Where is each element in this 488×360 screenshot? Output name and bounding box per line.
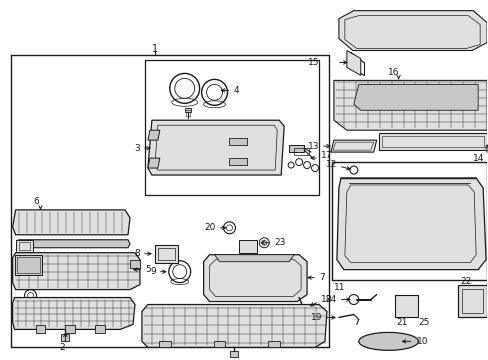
Polygon shape	[229, 158, 247, 165]
Text: 24: 24	[325, 295, 336, 304]
Text: 5: 5	[144, 265, 150, 274]
Polygon shape	[346, 50, 360, 75]
Text: 17: 17	[320, 150, 332, 159]
Text: 15: 15	[307, 58, 318, 67]
Text: 8: 8	[134, 249, 140, 258]
Polygon shape	[239, 240, 257, 253]
Polygon shape	[203, 255, 306, 302]
Polygon shape	[268, 341, 280, 347]
Polygon shape	[17, 240, 130, 248]
Polygon shape	[330, 140, 376, 152]
Polygon shape	[95, 325, 105, 333]
Text: 25: 25	[418, 318, 429, 327]
Text: 13: 13	[307, 141, 318, 150]
Text: 22: 22	[459, 277, 470, 286]
Text: 9: 9	[150, 267, 156, 276]
Polygon shape	[142, 305, 326, 347]
Polygon shape	[15, 255, 42, 275]
Text: 23: 23	[274, 238, 285, 247]
Polygon shape	[13, 298, 135, 329]
Text: 10: 10	[416, 337, 427, 346]
Text: 18: 18	[320, 295, 332, 304]
Polygon shape	[147, 120, 284, 175]
Polygon shape	[159, 341, 170, 347]
Polygon shape	[213, 341, 225, 347]
Polygon shape	[338, 11, 486, 50]
Text: 20: 20	[204, 223, 215, 232]
Polygon shape	[13, 253, 140, 289]
Polygon shape	[229, 138, 247, 145]
Polygon shape	[336, 178, 485, 270]
Polygon shape	[282, 319, 291, 328]
Polygon shape	[65, 325, 75, 333]
Text: 2: 2	[60, 343, 65, 352]
Polygon shape	[457, 285, 486, 318]
Text: 19: 19	[310, 313, 321, 322]
Polygon shape	[333, 80, 486, 130]
Polygon shape	[61, 334, 69, 341]
Text: 4: 4	[233, 86, 239, 95]
Polygon shape	[378, 133, 486, 150]
Text: 7: 7	[318, 273, 324, 282]
Polygon shape	[214, 255, 293, 262]
Text: 21: 21	[396, 318, 407, 327]
Text: 16: 16	[387, 68, 399, 77]
Text: 3: 3	[134, 144, 140, 153]
Polygon shape	[36, 325, 45, 333]
Polygon shape	[394, 294, 418, 318]
Polygon shape	[155, 245, 178, 263]
Text: 14: 14	[472, 154, 483, 163]
Text: 1: 1	[151, 44, 158, 54]
Polygon shape	[292, 339, 312, 347]
Text: 12: 12	[325, 159, 336, 168]
Polygon shape	[230, 351, 238, 357]
Polygon shape	[147, 158, 160, 168]
Polygon shape	[16, 240, 33, 252]
Polygon shape	[147, 130, 160, 140]
Text: 6: 6	[34, 197, 40, 206]
Polygon shape	[130, 260, 140, 268]
Text: 11: 11	[333, 283, 345, 292]
Polygon shape	[288, 145, 304, 152]
Polygon shape	[184, 108, 190, 112]
Ellipse shape	[358, 332, 418, 350]
Polygon shape	[353, 84, 477, 110]
Polygon shape	[13, 210, 130, 235]
